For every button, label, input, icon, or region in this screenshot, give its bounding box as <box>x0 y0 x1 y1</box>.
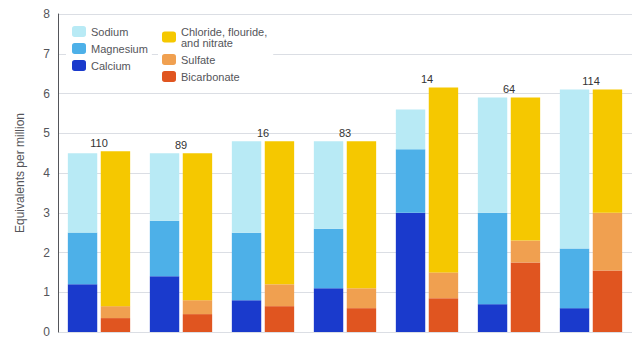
svg-text:5: 5 <box>43 126 50 140</box>
svg-text:3: 3 <box>43 206 50 220</box>
svg-text:7: 7 <box>43 47 50 61</box>
svg-text:Magnesium: Magnesium <box>91 43 148 55</box>
svg-text:Bicarbonate: Bicarbonate <box>181 71 240 83</box>
svg-text:Sulfate: Sulfate <box>181 54 215 66</box>
svg-text:4: 4 <box>43 166 50 180</box>
svg-text:114: 114 <box>582 75 600 87</box>
svg-text:Calcium: Calcium <box>91 60 131 72</box>
svg-text:16: 16 <box>257 127 269 139</box>
svg-text:Sodium: Sodium <box>91 26 128 38</box>
svg-text:and nitrate: and nitrate <box>181 37 233 49</box>
svg-text:64: 64 <box>503 83 515 95</box>
svg-text:Equivalents per million: Equivalents per million <box>13 113 27 233</box>
svg-text:6: 6 <box>43 87 50 101</box>
svg-text:2: 2 <box>43 246 50 260</box>
svg-text:14: 14 <box>421 73 433 85</box>
svg-text:0: 0 <box>43 325 50 339</box>
svg-text:Chloride, flouride,: Chloride, flouride, <box>181 25 268 38</box>
svg-text:8: 8 <box>43 7 50 21</box>
svg-text:1: 1 <box>43 285 50 299</box>
svg-text:110: 110 <box>90 137 108 149</box>
svg-text:89: 89 <box>175 139 187 151</box>
svg-text:83: 83 <box>339 127 351 139</box>
